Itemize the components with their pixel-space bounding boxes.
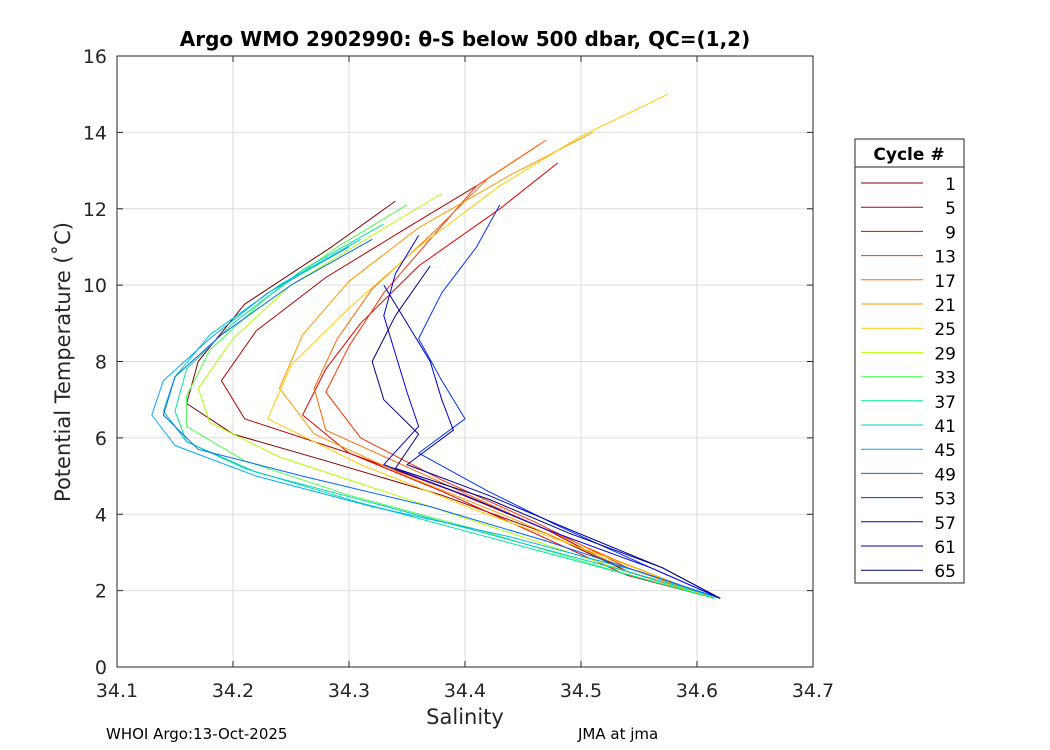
legend-label-cycle-61: 61 bbox=[934, 538, 956, 558]
x-tick-label: 34.5 bbox=[560, 680, 602, 702]
y-tick-label: 4 bbox=[95, 504, 107, 526]
legend-label-cycle-33: 33 bbox=[934, 369, 956, 389]
series-cycle-13 bbox=[325, 143, 715, 599]
tick-labels: 34.1 34.2 34.3 34.4 34.5 34.6 34.7 0 2 4 6 8 10 12 14 1… bbox=[83, 46, 834, 702]
legend-label-cycle-5: 5 bbox=[945, 199, 956, 219]
x-axis-label: Salinity bbox=[426, 705, 504, 729]
legend-label-cycle-13: 13 bbox=[934, 248, 956, 268]
legend-title: Cycle # bbox=[873, 145, 944, 165]
y-tick-label: 6 bbox=[95, 428, 107, 450]
series-cycle-53 bbox=[418, 204, 721, 599]
legend-label-cycle-29: 29 bbox=[934, 344, 956, 364]
legend-label-cycle-37: 37 bbox=[934, 393, 956, 413]
series-cycle-41 bbox=[162, 238, 721, 599]
series-cycle-29 bbox=[197, 193, 715, 599]
series-cycle-45 bbox=[151, 246, 721, 599]
x-tick-label: 34.4 bbox=[444, 680, 486, 702]
legend-label-cycle-65: 65 bbox=[934, 562, 956, 582]
legend-label-cycle-57: 57 bbox=[934, 514, 956, 534]
y-tick-label: 0 bbox=[95, 657, 107, 679]
legend-label-cycle-1: 1 bbox=[945, 175, 956, 195]
x-tick-label: 34.6 bbox=[676, 680, 718, 702]
series-cycle-5 bbox=[220, 185, 715, 599]
legend-label-cycle-49: 49 bbox=[934, 465, 956, 485]
legend-items: 1 5 9 13 17 21 25 29 33 37 41 45 49 53 57 61 65 bbox=[861, 175, 956, 582]
legend-label-cycle-9: 9 bbox=[945, 223, 956, 243]
y-tick-label: 12 bbox=[83, 199, 107, 221]
grid bbox=[117, 56, 813, 667]
legend-label-cycle-45: 45 bbox=[934, 441, 956, 461]
x-tick-label: 34.2 bbox=[212, 680, 254, 702]
legend-label-cycle-41: 41 bbox=[934, 417, 956, 437]
y-tick-label: 10 bbox=[83, 275, 107, 297]
footer-source: WHOI Argo:13-Oct-2025 bbox=[106, 725, 288, 743]
legend-label-cycle-25: 25 bbox=[934, 320, 956, 340]
series-cycle-61 bbox=[383, 284, 721, 599]
series-cycle-21 bbox=[278, 131, 715, 599]
series-cycle-65 bbox=[371, 265, 721, 599]
x-tick-label: 34.1 bbox=[96, 680, 138, 702]
y-tick-label: 2 bbox=[95, 581, 107, 603]
legend-label-cycle-53: 53 bbox=[934, 490, 956, 510]
x-tick-label: 34.7 bbox=[792, 680, 834, 702]
x-tick-label: 34.3 bbox=[328, 680, 370, 702]
legend-box bbox=[854, 138, 965, 584]
legend: Cycle # 1 5 9 13 17 21 25 29 33 37 41 45 49 53 57 61 65 bbox=[854, 138, 965, 584]
series-cycle-57 bbox=[383, 235, 721, 599]
chart-title: Argo WMO 2902990: θ-S below 500 dbar, QC… bbox=[180, 27, 750, 51]
y-axis-label: Potential Temperature (˚C) bbox=[51, 222, 75, 502]
y-tick-label: 16 bbox=[83, 46, 107, 68]
y-tick-label: 14 bbox=[83, 122, 107, 144]
y-tick-label: 8 bbox=[95, 352, 107, 374]
series-cycle-25 bbox=[267, 93, 715, 599]
series-cycle-49 bbox=[162, 238, 721, 599]
legend-label-cycle-17: 17 bbox=[934, 272, 956, 292]
legend-label-cycle-21: 21 bbox=[934, 296, 956, 316]
footer-credit: JMA at jma bbox=[578, 725, 659, 743]
series-layer bbox=[151, 93, 721, 599]
